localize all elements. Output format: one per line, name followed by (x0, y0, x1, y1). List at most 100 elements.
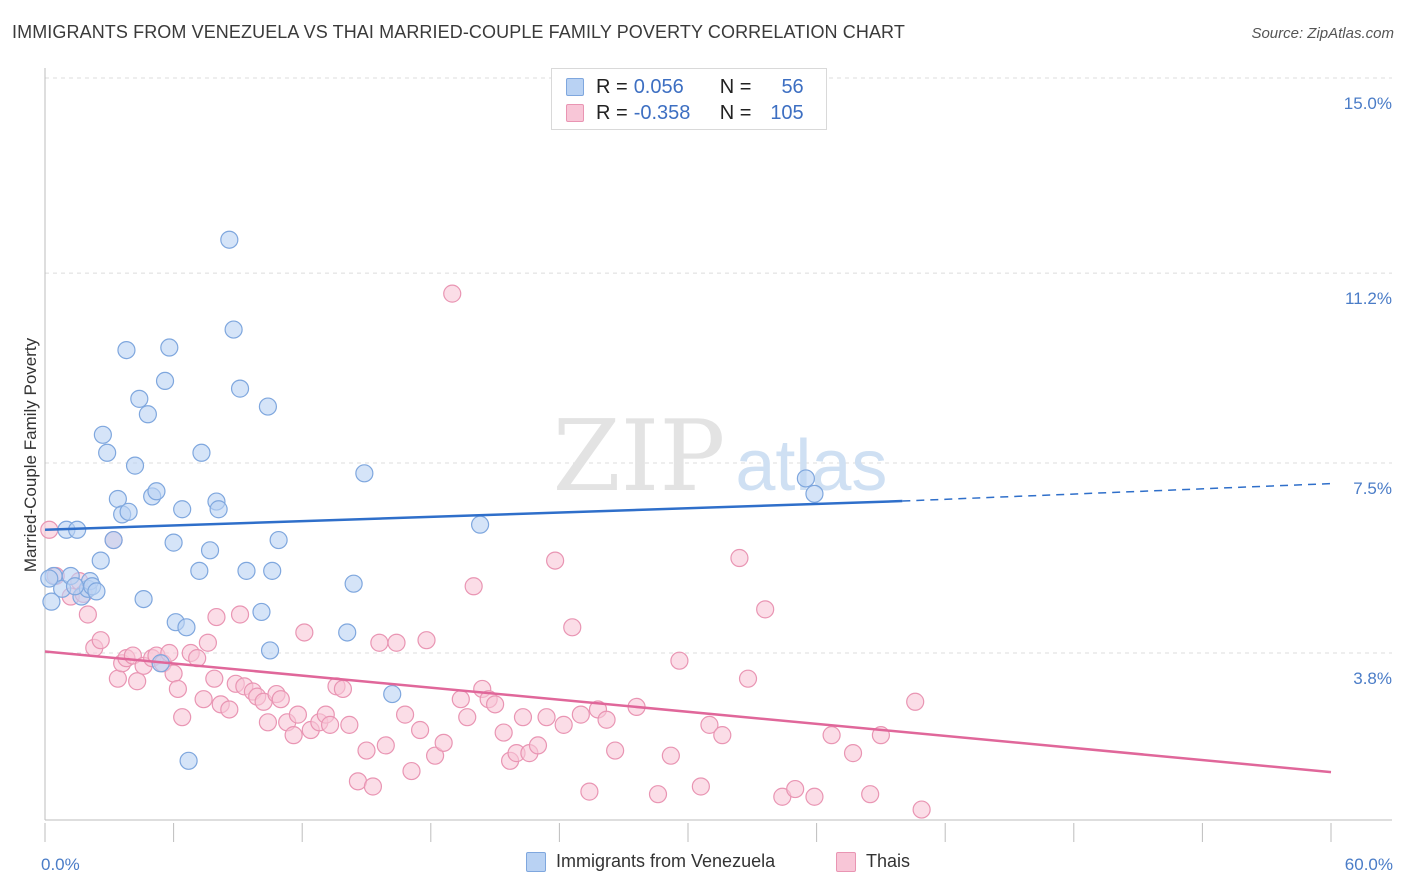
y-tick-label: 7.5% (1353, 479, 1392, 498)
chart-title: IMMIGRANTS FROM VENEZUELA VS THAI MARRIE… (12, 22, 905, 42)
data-point (355, 464, 374, 483)
data-point (738, 669, 758, 688)
legend-label-venezuela: Immigrants from Venezuela (556, 851, 776, 871)
data-point (513, 708, 533, 727)
data-point (104, 530, 123, 550)
trend-layer (44, 482, 1332, 774)
data-point (434, 733, 453, 752)
r-value: 0.056 (633, 75, 684, 98)
data-point (78, 605, 97, 624)
data-point (648, 785, 668, 804)
data-point (395, 705, 415, 724)
blue-points (40, 230, 824, 770)
data-point (207, 607, 226, 627)
data-point (260, 641, 280, 660)
data-point (128, 672, 147, 691)
pink-swatch (566, 104, 584, 122)
data-point (155, 371, 175, 391)
data-point (661, 746, 680, 765)
data-point (271, 690, 290, 709)
trend-line-blue-extension (902, 482, 1332, 502)
data-point (168, 679, 187, 699)
data-point (192, 443, 211, 462)
data-point (805, 484, 824, 503)
data-point (563, 618, 582, 637)
pink-points (40, 284, 931, 819)
n-label: N = (719, 75, 752, 98)
data-point (119, 502, 138, 521)
data-point (173, 500, 192, 519)
data-point (546, 551, 565, 570)
data-point (173, 708, 192, 727)
trend-line-pink (44, 650, 1332, 774)
chart-source: Source: ZipAtlas.com (1251, 25, 1394, 42)
data-point (230, 379, 250, 398)
data-point (125, 456, 145, 475)
data-point (263, 561, 282, 580)
data-point (486, 695, 505, 714)
data-point (597, 710, 616, 729)
legend-swatch-blue (526, 851, 546, 872)
data-point (357, 741, 376, 760)
r-label: R = (596, 101, 628, 124)
data-point (87, 582, 106, 601)
data-point (130, 389, 149, 408)
data-point (822, 726, 841, 745)
data-point (537, 708, 556, 727)
data-point (700, 715, 719, 734)
data-point (269, 530, 288, 550)
x-tick-label-min: 0.0% (41, 855, 80, 874)
data-point (861, 785, 880, 804)
data-point (209, 500, 228, 519)
data-point (528, 736, 548, 755)
data-point (160, 338, 179, 357)
data-point (417, 631, 436, 650)
data-point (117, 340, 136, 360)
data-point (344, 574, 363, 593)
data-point (91, 551, 110, 570)
data-point (458, 708, 477, 727)
data-point (190, 561, 209, 580)
data-point (40, 569, 59, 588)
data-point (383, 684, 402, 704)
data-point (230, 605, 250, 624)
data-point (284, 726, 303, 745)
legend-item-thais[interactable]: Thais (836, 851, 910, 872)
data-point (252, 602, 271, 622)
n-value: 105 (770, 101, 804, 124)
data-point (464, 577, 483, 596)
data-point (194, 690, 213, 709)
data-point (730, 548, 749, 568)
data-point (91, 631, 110, 650)
data-point (200, 541, 220, 560)
data-point (164, 533, 183, 552)
data-point (237, 561, 256, 580)
data-point (580, 782, 599, 801)
data-point (470, 515, 490, 534)
data-point (340, 715, 359, 734)
legend-item-venezuela[interactable]: Immigrants from Venezuela (526, 851, 775, 872)
axis-layer (44, 68, 1392, 842)
blue-swatch (566, 78, 584, 96)
legend-swatch-pink (836, 851, 856, 872)
data-point (805, 787, 824, 806)
data-point (224, 320, 243, 339)
data-point (108, 669, 127, 688)
data-point (177, 618, 196, 637)
data-point (93, 425, 112, 444)
data-point (138, 405, 157, 424)
data-point (376, 736, 395, 755)
data-point (443, 284, 462, 303)
data-point (288, 705, 308, 724)
tick-labels: 3.8% 7.5% 11.2% 15.0% 0.0% 60.0% (41, 94, 1393, 874)
data-point (410, 720, 430, 740)
data-point (295, 623, 314, 642)
y-tick-label: 3.8% (1353, 669, 1392, 688)
r-value: -0.358 (633, 101, 691, 124)
data-point (402, 761, 421, 781)
data-point (786, 779, 805, 799)
data-point (912, 800, 931, 819)
n-label: N = (719, 101, 752, 124)
